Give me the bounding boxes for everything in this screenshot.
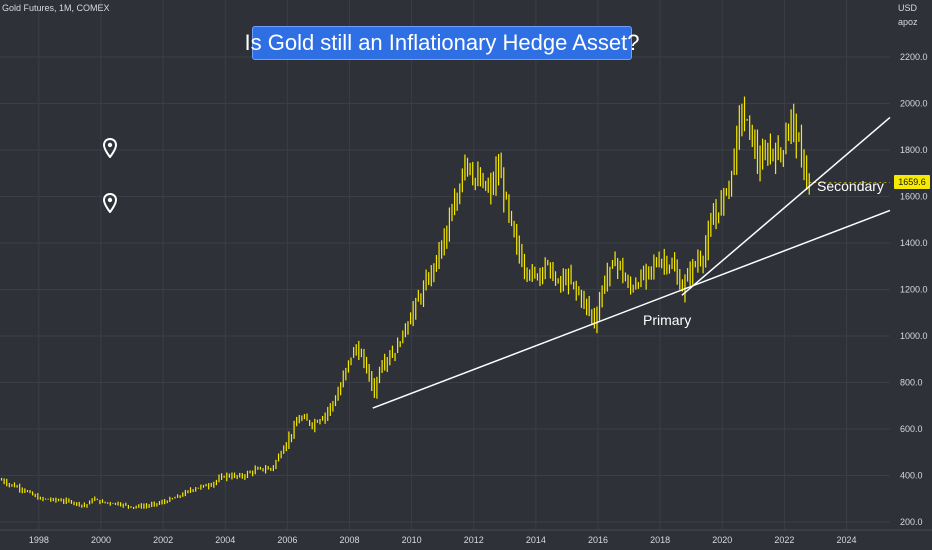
x-tick-label: 2016 (588, 535, 608, 545)
title-banner[interactable]: Is Gold still an Inflationary Hedge Asse… (245, 26, 640, 60)
x-tick-label: 2000 (91, 535, 111, 545)
price-axis[interactable]: 200.0 400.0 600.0 800.0 1000.0 1200.0 1400.0 16… (900, 52, 928, 527)
x-tick-label: 2008 (339, 535, 359, 545)
grid (0, 0, 932, 531)
y-tick-label: 1600.0 (900, 192, 928, 202)
currency-label: USD (898, 3, 918, 13)
x-tick-label: 2010 (402, 535, 422, 545)
x-tick-label: 2024 (836, 535, 856, 545)
y-tick-label: 1200.0 (900, 285, 928, 295)
y-tick-label: 1400.0 (900, 238, 928, 248)
y-tick-label: 2200.0 (900, 52, 928, 62)
last-price-tag: 1659.6 (894, 175, 930, 189)
chart-title: Is Gold still an Inflationary Hedge Asse… (244, 30, 640, 55)
y-tick-label: 2000.0 (900, 99, 928, 109)
trendline-secondary (681, 116, 891, 296)
x-tick-label: 2014 (526, 535, 546, 545)
map-pin-icon[interactable] (102, 192, 118, 214)
y-tick-label: 800.0 (900, 378, 923, 388)
unit-label: apoz (898, 17, 918, 27)
map-pin-icon-shape (102, 137, 118, 159)
time-axis[interactable]: 1998 2000 2002 2004 2006 2008 2010 2012 2014 2016… (29, 535, 857, 545)
trendline-primary (372, 209, 891, 409)
x-tick-label: 2006 (277, 535, 297, 545)
y-tick-label: 1000.0 (900, 331, 928, 341)
y-tick-label: 200.0 (900, 517, 923, 527)
x-tick-label: 2012 (464, 535, 484, 545)
x-tick-label: 2002 (153, 535, 173, 545)
x-tick-label: 1998 (29, 535, 49, 545)
map-pin-icon-shape (102, 192, 118, 214)
y-tick-label: 600.0 (900, 424, 923, 434)
trendline-label-primary[interactable]: Primary (643, 312, 692, 328)
x-tick-label: 2022 (774, 535, 794, 545)
x-tick-label: 2018 (650, 535, 670, 545)
y-tick-label: 400.0 (900, 471, 923, 481)
map-pin-icon[interactable] (102, 137, 118, 159)
trendline-label-secondary[interactable]: Secondary (817, 178, 884, 194)
y-tick-label: 1800.0 (900, 145, 928, 155)
candles (0, 96, 890, 510)
symbol-header[interactable]: Gold Futures, 1M, COMEX (2, 3, 110, 13)
x-tick-label: 2020 (712, 535, 732, 545)
trendlines (372, 116, 891, 409)
x-tick-label: 2004 (215, 535, 235, 545)
